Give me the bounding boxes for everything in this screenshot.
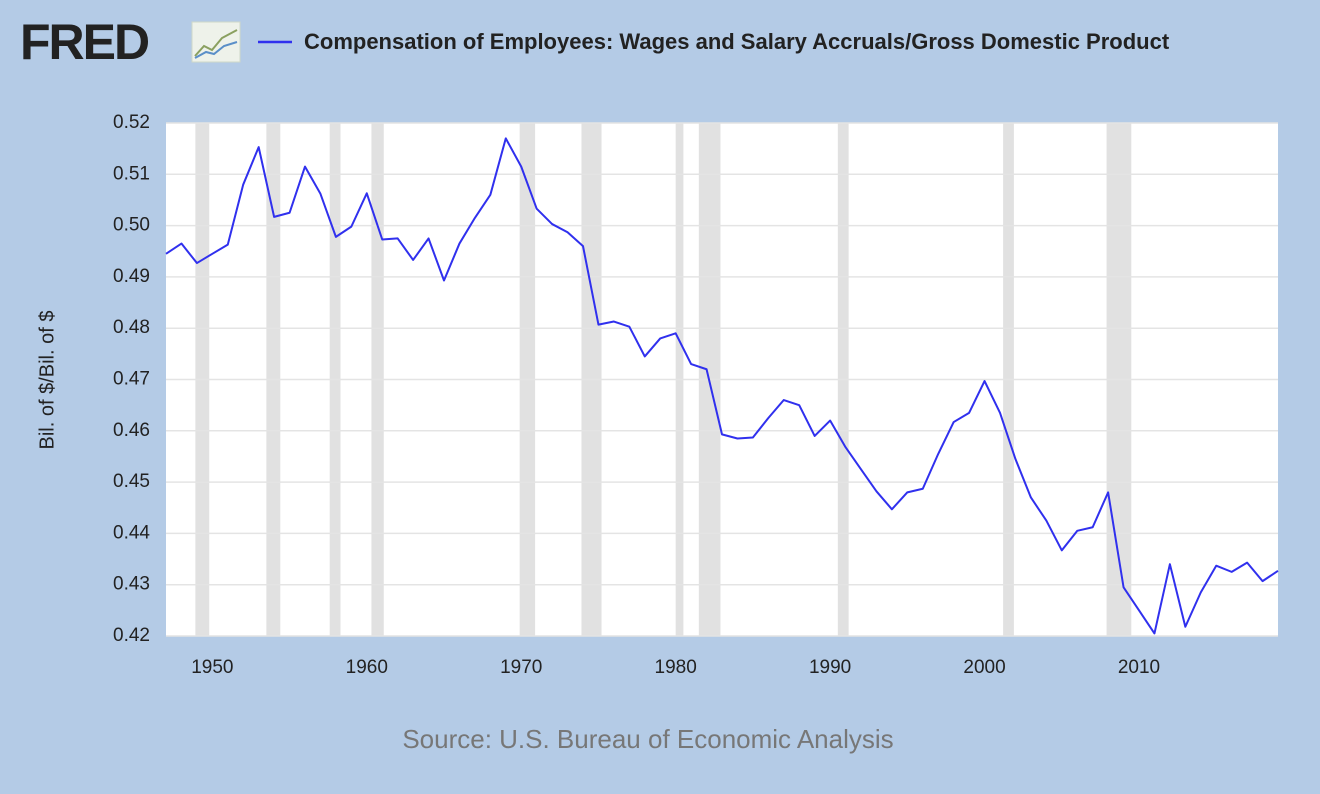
x-tick-label: 1970 bbox=[500, 657, 542, 678]
y-tick-label: 0.45 bbox=[113, 471, 150, 492]
x-tick-label: 2010 bbox=[1118, 657, 1160, 678]
y-tick-label: 0.44 bbox=[113, 522, 150, 543]
logo-icon bbox=[191, 21, 241, 63]
y-tick-label: 0.50 bbox=[113, 215, 150, 236]
x-tick-label: 1980 bbox=[655, 657, 697, 678]
data-line bbox=[165, 137, 1279, 635]
y-tick-label: 0.48 bbox=[113, 317, 150, 338]
x-tick-label: 1960 bbox=[346, 657, 388, 678]
y-axis-label: Bil. of $/Bil. of $ bbox=[36, 311, 58, 450]
source: Source: U.S. Bureau of Economic Analysis bbox=[402, 724, 893, 754]
x-tick-label: 2000 bbox=[963, 657, 1005, 678]
x-tick-label: 1950 bbox=[191, 657, 233, 678]
x-tick-label: 1990 bbox=[809, 657, 851, 678]
y-tick-label: 0.43 bbox=[113, 574, 150, 595]
legend-entry: Compensation of Employees: Wages and Sal… bbox=[304, 29, 1170, 54]
y-tick-label: 0.46 bbox=[113, 420, 150, 441]
logo: FRED bbox=[20, 14, 149, 70]
y-tick-label: 0.49 bbox=[113, 266, 150, 287]
y-tick-label: 0.51 bbox=[113, 163, 150, 184]
y-tick-label: 0.47 bbox=[113, 369, 150, 390]
y-tick-label: 0.42 bbox=[113, 625, 150, 646]
y-tick-label: 0.52 bbox=[113, 112, 150, 133]
